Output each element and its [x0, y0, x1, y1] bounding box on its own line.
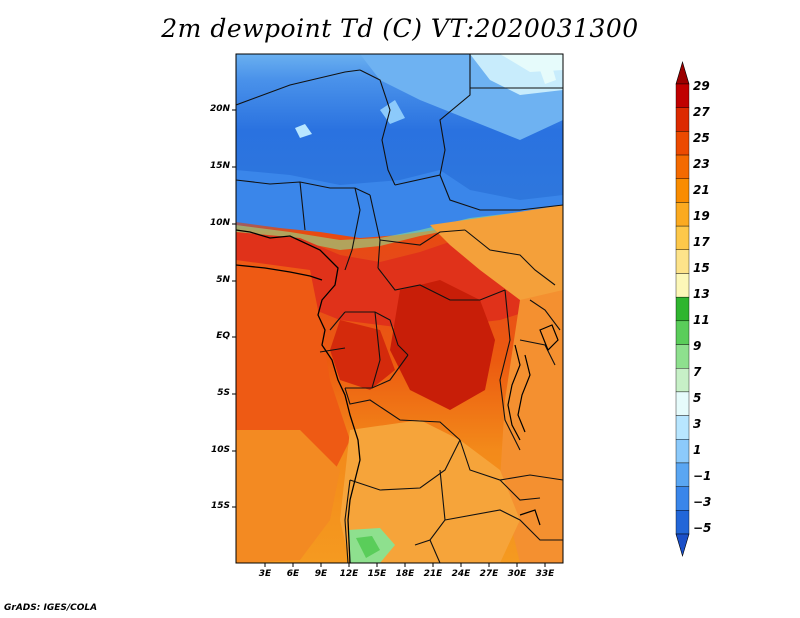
colorbar-swatch [675, 83, 690, 108]
great-lakes [507, 324, 559, 526]
lon-label: 30E [507, 569, 527, 579]
lat-ticks [232, 109, 236, 508]
colorbar-label: 17 [693, 235, 710, 249]
lon-label: 27E [479, 569, 499, 579]
lat-label: 20N [209, 104, 230, 114]
lat-label: 5S [217, 388, 230, 398]
colorbar-swatch [675, 296, 690, 322]
colorbar-label: 3 [693, 417, 702, 431]
colorbar [675, 60, 690, 558]
colorbar-swatch [675, 368, 690, 393]
colorbar-label: 1 [693, 443, 702, 457]
dewpoint-field [236, 54, 563, 563]
colorbar-label: 19 [693, 209, 710, 223]
lat-label: 10N [209, 218, 230, 228]
colorbar-label: 13 [693, 287, 710, 301]
colorbar-label: −5 [693, 521, 712, 535]
plot-title: 2m dewpoint Td (C) VT:2020031300 [161, 14, 639, 43]
colorbar-swatch [675, 391, 690, 416]
lat-label: 15N [209, 161, 230, 171]
colorbar-label: −1 [693, 469, 712, 483]
colorbar-label: 9 [693, 339, 702, 353]
colorbar-label: 7 [693, 365, 702, 379]
lon-ticks [264, 563, 546, 567]
colorbar-label: 15 [693, 261, 710, 275]
colorbar-swatch [675, 131, 690, 156]
lat-label: 15S [210, 501, 230, 511]
colorbar-label: 5 [693, 391, 702, 405]
colorbar-swatch [675, 510, 690, 535]
lon-label: 3E [258, 569, 272, 579]
colorbar-swatch [675, 202, 690, 227]
colorbar-top-arrow [675, 60, 690, 85]
lon-label: 6E [286, 569, 300, 579]
lat-label: EQ [216, 331, 230, 341]
lon-label: 33E [535, 569, 555, 579]
lon-label: 9E [314, 569, 328, 579]
colorbar-swatch [675, 415, 690, 440]
lon-label: 15E [367, 569, 387, 579]
colorbar-swatch [675, 107, 690, 132]
grads-credit: GrADS: IGES/COLA [4, 603, 98, 613]
lon-label: 21E [423, 569, 443, 579]
colorbar-label: 29 [693, 79, 710, 93]
colorbar-swatch [675, 249, 690, 274]
colorbar-swatch [675, 225, 690, 250]
colorbar-swatch [675, 320, 690, 345]
lon-label: 12E [339, 569, 359, 579]
coastline [236, 229, 361, 563]
colorbar-label: 11 [693, 313, 710, 327]
map-frame [235, 53, 564, 564]
colorbar-swatch [675, 344, 690, 369]
colorbar-label: 27 [693, 105, 710, 119]
colorbar-swatch [675, 486, 690, 511]
colorbar-label: 25 [693, 131, 710, 145]
lon-label: 24E [451, 569, 471, 579]
lat-label: 10S [210, 445, 230, 455]
colorbar-swatch [675, 273, 690, 298]
colorbar-swatch [675, 154, 690, 179]
colorbar-swatch [675, 439, 690, 464]
lon-label: 18E [395, 569, 415, 579]
colorbar-label: 21 [693, 183, 710, 197]
colorbar-swatch [675, 178, 690, 203]
colorbar-label: 23 [693, 157, 710, 171]
country-borders [236, 54, 563, 563]
colorbar-label: −3 [693, 495, 712, 509]
lat-label: 5N [216, 275, 230, 285]
colorbar-bottom-arrow [675, 533, 690, 558]
colorbar-swatch [675, 462, 690, 487]
